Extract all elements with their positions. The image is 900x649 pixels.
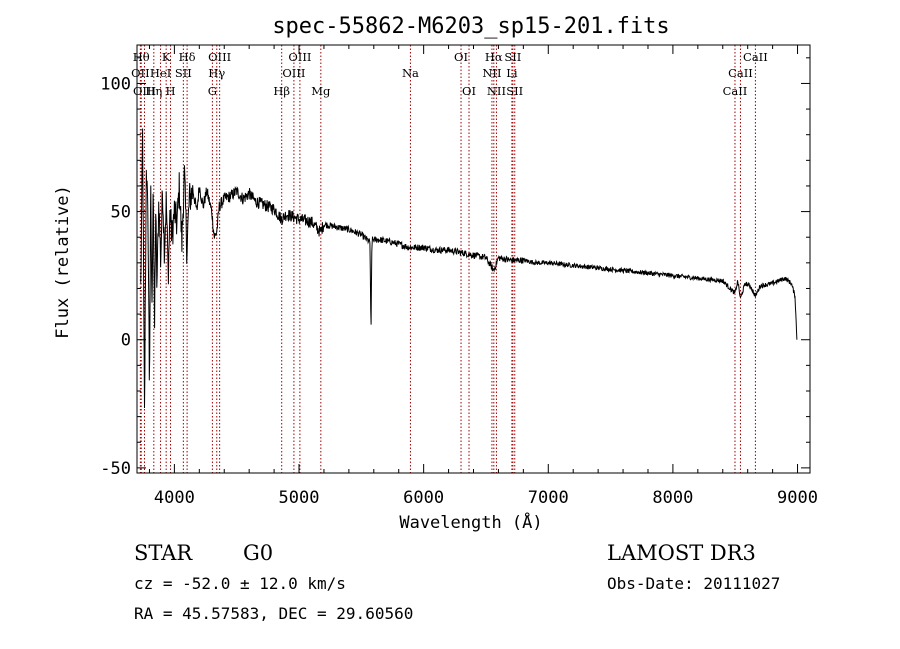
survey-label: LAMOST DR3 <box>607 541 756 565</box>
plot-frame <box>136 44 811 474</box>
line-label-20: NII <box>482 66 501 80</box>
x-tick-label-1: 5000 <box>279 488 320 508</box>
line-label-19: Hα <box>485 50 503 64</box>
y-tick-label-1: 0 <box>121 331 131 351</box>
spectrum-series <box>140 128 798 409</box>
y-axis-label: Flux (relative) <box>53 185 73 339</box>
line-label-2: OIII <box>133 84 156 98</box>
x-axis-ticks: 4000 5000 6000 7000 8000 9000 <box>148 45 818 508</box>
line-label-25: CaII <box>743 50 768 64</box>
line-label-14: OIII <box>282 66 305 80</box>
line-label-27: CaII <box>723 84 748 98</box>
line-label-7: SII <box>175 66 192 80</box>
line-label-6: H <box>166 84 176 98</box>
line-label-9: OIII <box>208 50 231 64</box>
chart-title: spec-55862-M6203_sp15-201.fits <box>272 14 669 39</box>
y-tick-label-0: -50 <box>100 459 131 479</box>
line-label-18: OI <box>462 84 476 98</box>
object-subclass: G0 <box>243 541 273 565</box>
redshift-label: cz = -52.0 ± 12.0 km/s <box>134 574 346 593</box>
x-tick-label-2: 6000 <box>403 488 444 508</box>
line-label-22: SII <box>504 50 521 64</box>
x-tick-label-3: 7000 <box>528 488 569 508</box>
x-tick-label-0: 4000 <box>154 488 195 508</box>
object-class: STAR <box>134 541 193 565</box>
obs-date-label: Obs-Date: 20111027 <box>607 574 780 593</box>
line-label-24: SII <box>506 84 523 98</box>
y-axis-ticks: -50 0 50 100 <box>100 57 810 479</box>
line-label-11: G <box>208 84 217 98</box>
y-tick-label-3: 100 <box>100 74 131 94</box>
spectrum-line <box>140 128 798 409</box>
line-label-0: Hθ <box>133 50 150 64</box>
line-label-21: NII <box>487 84 506 98</box>
line-label-12: Hβ <box>273 84 290 98</box>
line-label-3: K <box>162 50 171 64</box>
line-label-10: Hγ <box>208 66 225 80</box>
line-label-15: Mg <box>311 84 331 98</box>
x-tick-label-4: 8000 <box>652 488 693 508</box>
coordinates-label: RA = 45.57583, DEC = 29.60560 <box>134 604 413 623</box>
x-axis-label: Wavelength (Å) <box>399 511 542 533</box>
line-label-8: Hδ <box>179 50 196 64</box>
line-label-13: OIII <box>288 50 311 64</box>
line-label-4: HeI <box>150 66 171 80</box>
line-label-26: CaII <box>728 66 753 80</box>
line-label-17: OI <box>454 50 468 64</box>
line-label-5: Hη <box>145 84 162 98</box>
line-label-1: OII <box>131 66 150 80</box>
line-label-16: Na <box>402 66 419 80</box>
y-tick-label-2: 50 <box>111 203 131 223</box>
spectral-line-markers <box>139 45 756 473</box>
spectral-line-labels: Hθ OII OIII K HeI Hη H SII Hδ OIII Hγ G Hβ OIII OIII Mg… <box>131 50 768 98</box>
line-label-23: Li <box>506 66 518 80</box>
x-tick-label-5: 9000 <box>777 488 818 508</box>
